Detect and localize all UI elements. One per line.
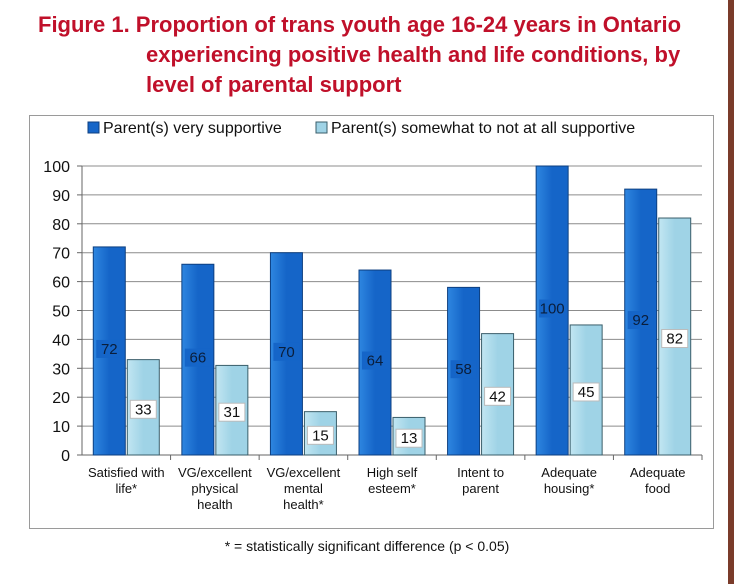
title-line-3: level of parental support bbox=[146, 72, 402, 97]
data-label-bg bbox=[184, 348, 211, 367]
data-label-bg bbox=[539, 299, 566, 318]
data-label-bg bbox=[273, 342, 300, 361]
legend-swatch-very-supportive bbox=[87, 121, 100, 134]
data-label: 33 bbox=[135, 401, 152, 418]
category-label: health bbox=[197, 497, 232, 512]
category-label: Intent to bbox=[457, 465, 504, 480]
y-tick-label: 50 bbox=[52, 304, 70, 321]
y-tick-label: 30 bbox=[52, 361, 70, 378]
category-label: VG/excellent bbox=[267, 465, 341, 480]
data-label: 45 bbox=[578, 384, 595, 401]
data-label-bg bbox=[306, 425, 334, 445]
y-tick-label: 20 bbox=[52, 390, 70, 407]
category-label: Adequate bbox=[541, 465, 597, 480]
figure-title: Figure 1. Proportion of trans youth age … bbox=[38, 10, 681, 100]
right-border-rule bbox=[728, 0, 734, 584]
category-label: health* bbox=[283, 497, 323, 512]
data-label-bg bbox=[484, 386, 512, 406]
category-label: housing* bbox=[544, 481, 595, 496]
data-label-bg bbox=[661, 329, 689, 349]
category-label: esteem* bbox=[368, 481, 416, 496]
category-label: mental bbox=[284, 481, 323, 496]
data-label-bg bbox=[395, 428, 423, 448]
y-tick-label: 80 bbox=[52, 217, 70, 234]
data-label: 31 bbox=[224, 404, 241, 421]
category-label: life* bbox=[115, 481, 137, 496]
legend: Parent(s) very supportive Parent(s) somew… bbox=[87, 120, 635, 137]
data-label: 92 bbox=[632, 312, 649, 329]
category-label: Satisfied with bbox=[88, 465, 165, 480]
data-label-bg bbox=[218, 402, 246, 422]
data-label: 100 bbox=[540, 301, 565, 318]
category-label: Adequate bbox=[630, 465, 686, 480]
data-label: 42 bbox=[489, 388, 506, 405]
data-label: 64 bbox=[367, 353, 384, 370]
data-label-bg bbox=[450, 360, 477, 379]
data-label: 70 bbox=[278, 344, 295, 361]
y-tick-label: 60 bbox=[52, 275, 70, 292]
y-tick-label: 90 bbox=[52, 188, 70, 205]
footnote: * = statistically significant difference… bbox=[224, 538, 510, 554]
category-label: food bbox=[645, 481, 670, 496]
data-label-bg bbox=[129, 399, 157, 419]
category-label: parent bbox=[462, 481, 499, 496]
data-label: 66 bbox=[190, 350, 207, 367]
y-tick-label: 10 bbox=[52, 419, 70, 436]
data-label-bg bbox=[96, 339, 123, 358]
x-axis-categories: Satisfied withlife*VG/excellentphysicalh… bbox=[88, 465, 686, 512]
data-labels: 72 33 66 31 70 15 64 13 58 42 100 45 92 82 bbox=[96, 299, 689, 448]
data-label: 58 bbox=[455, 361, 472, 378]
y-tick-label: 40 bbox=[52, 332, 70, 349]
category-label: High self bbox=[367, 465, 418, 480]
legend-label: Parent(s) very supportive bbox=[103, 120, 282, 137]
category-label: physical bbox=[191, 481, 238, 496]
data-label-bg bbox=[627, 311, 654, 330]
y-tick-label: 70 bbox=[52, 246, 70, 263]
category-label: VG/excellent bbox=[178, 465, 252, 480]
data-label: 72 bbox=[101, 341, 118, 358]
data-label: 82 bbox=[666, 331, 683, 348]
chart-frame bbox=[29, 115, 714, 529]
grid-lines bbox=[82, 165, 702, 427]
legend-swatch-somewhat-supportive bbox=[315, 121, 328, 134]
legend-label: Parent(s) somewhat to not at all support… bbox=[331, 120, 635, 137]
title-line-2: experiencing positive health and life co… bbox=[146, 42, 681, 67]
y-tick-label: 100 bbox=[43, 159, 70, 176]
data-label: 13 bbox=[401, 430, 418, 447]
y-tick-label: 0 bbox=[61, 448, 70, 465]
data-label-bg bbox=[572, 382, 600, 402]
data-label: 15 bbox=[312, 427, 329, 444]
title-line-1: Figure 1. Proportion of trans youth age … bbox=[38, 12, 682, 37]
data-label-bg bbox=[362, 351, 388, 370]
